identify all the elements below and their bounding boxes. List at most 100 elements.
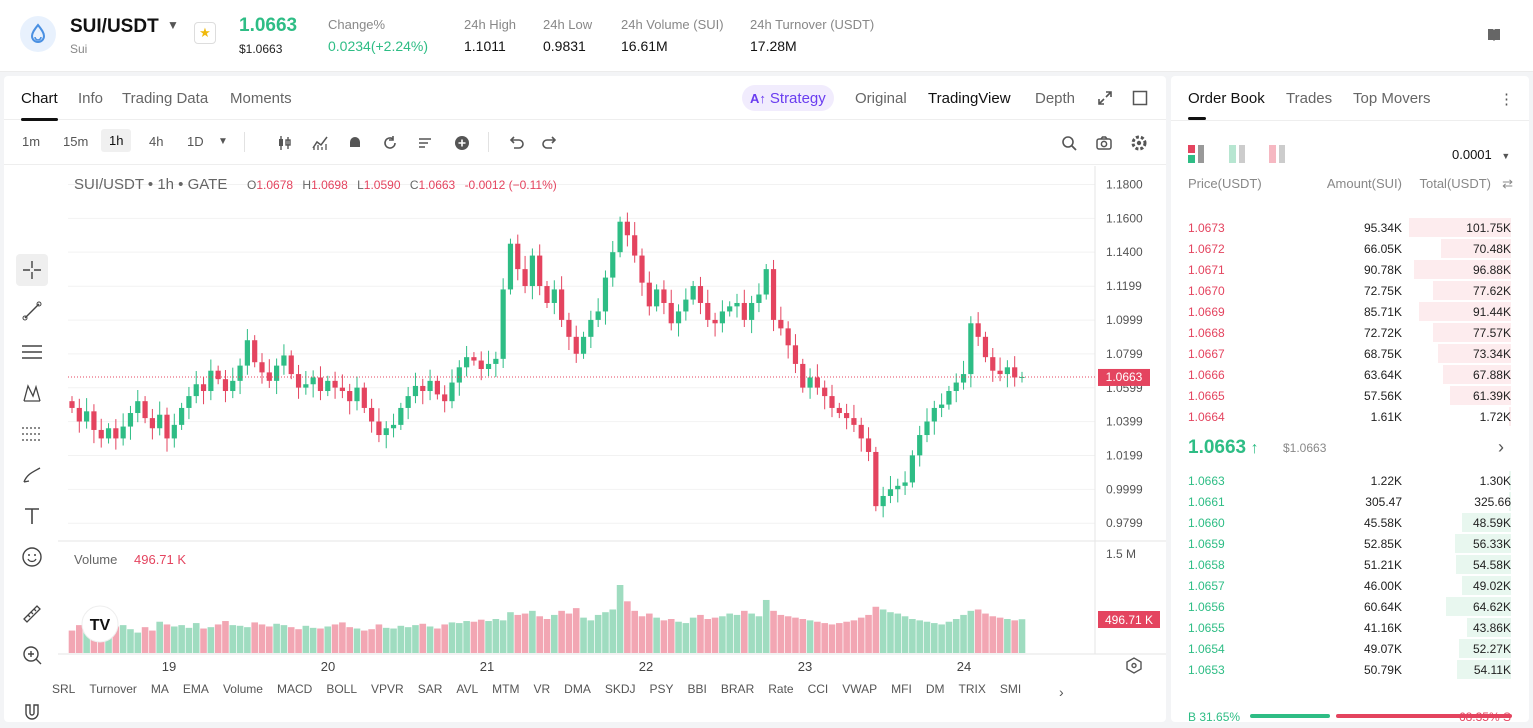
- text-icon[interactable]: [16, 500, 48, 532]
- camera-icon[interactable]: [1095, 134, 1113, 152]
- undo-icon[interactable]: [507, 134, 525, 152]
- book-icon[interactable]: [1486, 27, 1502, 43]
- crosshair-icon[interactable]: [16, 254, 48, 286]
- indicator-dm[interactable]: DM: [926, 682, 945, 696]
- horizontal-lines-icon[interactable]: [16, 336, 48, 368]
- ask-row[interactable]: 1.0670 72.75K 77.62K: [1171, 280, 1529, 301]
- bid-row[interactable]: 1.0656 60.64K 64.62K: [1171, 596, 1529, 617]
- indicator-psy[interactable]: PSY: [650, 682, 674, 696]
- indicator-skdj[interactable]: SKDJ: [605, 682, 636, 696]
- indicator-ma[interactable]: MA: [151, 682, 169, 696]
- tab-chart[interactable]: Chart: [21, 90, 58, 107]
- precision-select[interactable]: 0.0001 ▼: [1452, 147, 1510, 162]
- ask-row[interactable]: 1.0665 57.56K 61.39K: [1171, 385, 1529, 406]
- bid-row[interactable]: 1.0661 305.47 325.66: [1171, 491, 1529, 512]
- tab-trading-data[interactable]: Trading Data: [122, 90, 208, 107]
- view-tradingview[interactable]: TradingView: [928, 90, 1011, 107]
- tab-info[interactable]: Info: [78, 90, 103, 107]
- timeframe-1h[interactable]: 1h: [101, 129, 131, 152]
- chevron-right-icon[interactable]: ›: [1498, 437, 1504, 458]
- ask-row[interactable]: 1.0667 68.75K 73.34K: [1171, 343, 1529, 364]
- timeframe-1m[interactable]: 1m: [22, 134, 40, 149]
- indicator-boll[interactable]: BOLL: [326, 682, 357, 696]
- favorite-star-icon[interactable]: ★: [194, 22, 216, 44]
- view-asks-icon[interactable]: [1269, 145, 1289, 168]
- tab-order-book[interactable]: Order Book: [1188, 90, 1265, 107]
- magnet-icon[interactable]: [16, 696, 48, 728]
- indicator-cci[interactable]: CCI: [808, 682, 829, 696]
- gear-icon[interactable]: [1130, 134, 1148, 152]
- view-both-icon[interactable]: [1188, 145, 1208, 168]
- indicator-macd[interactable]: MACD: [277, 682, 312, 696]
- fib-icon[interactable]: [16, 418, 48, 450]
- ask-row[interactable]: 1.0669 85.71K 91.44K: [1171, 301, 1529, 322]
- indicator-avl[interactable]: AVL: [456, 682, 478, 696]
- replay-icon[interactable]: [381, 134, 399, 152]
- bid-row[interactable]: 1.0657 46.00K 49.02K: [1171, 575, 1529, 596]
- ruler-icon[interactable]: [16, 598, 48, 630]
- template-icon[interactable]: [416, 134, 434, 152]
- zoom-in-icon[interactable]: [16, 639, 48, 671]
- ask-row[interactable]: 1.0664 1.61K 1.72K: [1171, 406, 1529, 427]
- chevron-right-icon[interactable]: ›: [1059, 684, 1064, 700]
- indicator-dma[interactable]: DMA: [564, 682, 591, 696]
- indicator-mfi[interactable]: MFI: [891, 682, 912, 696]
- pair-selector[interactable]: SUI/USDT: [70, 16, 159, 38]
- indicators-icon[interactable]: [311, 134, 329, 152]
- candle-type-icon[interactable]: [276, 134, 294, 152]
- chevron-down-icon[interactable]: ▼: [167, 18, 179, 32]
- bid-row[interactable]: 1.0654 49.07K 52.27K: [1171, 638, 1529, 659]
- view-bids-icon[interactable]: [1229, 145, 1249, 168]
- bid-row[interactable]: 1.0653 50.79K 54.11K: [1171, 659, 1529, 680]
- indicator-smi[interactable]: SMI: [1000, 682, 1021, 696]
- emoji-icon[interactable]: [16, 541, 48, 573]
- swap-icon[interactable]: ⇄: [1502, 176, 1513, 192]
- price-chart[interactable]: 1.1800 1.1600 1.1400 1.1199 1.0999 1.0799 1.05…: [58, 166, 1166, 678]
- tab-moments[interactable]: Moments: [230, 90, 292, 107]
- tab-top-movers[interactable]: Top Movers: [1353, 90, 1431, 107]
- ask-row[interactable]: 1.0673 95.34K 101.75K: [1171, 217, 1529, 238]
- add-icon[interactable]: [453, 134, 471, 152]
- indicator-bbi[interactable]: BBI: [688, 682, 707, 696]
- row-amount: 1.61K: [1371, 410, 1402, 424]
- indicator-vpvr[interactable]: VPVR: [371, 682, 404, 696]
- ask-row[interactable]: 1.0668 72.72K 77.57K: [1171, 322, 1529, 343]
- ask-row[interactable]: 1.0666 63.64K 67.88K: [1171, 364, 1529, 385]
- bid-row[interactable]: 1.0658 51.21K 54.58K: [1171, 554, 1529, 575]
- more-vertical-icon[interactable]: ⋮: [1499, 90, 1514, 108]
- indicator-rate[interactable]: Rate: [768, 682, 793, 696]
- alert-icon[interactable]: [346, 134, 364, 152]
- indicator-vr[interactable]: VR: [534, 682, 551, 696]
- timeframe-1d[interactable]: 1D: [187, 134, 204, 149]
- brush-icon[interactable]: [16, 459, 48, 491]
- indicator-vwap[interactable]: VWAP: [842, 682, 877, 696]
- view-original[interactable]: Original: [855, 90, 907, 107]
- search-icon[interactable]: [1060, 134, 1078, 152]
- ask-row[interactable]: 1.0671 90.78K 96.88K: [1171, 259, 1529, 280]
- indicator-brar[interactable]: BRAR: [721, 682, 754, 696]
- timeframe-15m[interactable]: 15m: [63, 134, 88, 149]
- strategy-button[interactable]: A↑ Strategy: [742, 85, 834, 111]
- redo-icon[interactable]: [541, 134, 559, 152]
- chevron-down-icon[interactable]: ▼: [218, 136, 228, 147]
- indicator-srl[interactable]: SRL: [52, 682, 75, 696]
- bid-row[interactable]: 1.0659 52.85K 56.33K: [1171, 533, 1529, 554]
- bid-row[interactable]: 1.0660 45.58K 48.59K: [1171, 512, 1529, 533]
- bid-row[interactable]: 1.0655 41.16K 43.86K: [1171, 617, 1529, 638]
- window-icon[interactable]: [1132, 90, 1148, 111]
- indicator-trix[interactable]: TRIX: [959, 682, 986, 696]
- tab-trades[interactable]: Trades: [1286, 90, 1332, 107]
- price-tick: 1.1800: [1106, 177, 1143, 191]
- indicator-volume[interactable]: Volume: [223, 682, 263, 696]
- indicator-turnover[interactable]: Turnover: [89, 682, 137, 696]
- ask-row[interactable]: 1.0672 66.05K 70.48K: [1171, 238, 1529, 259]
- trend-line-icon[interactable]: [16, 295, 48, 327]
- indicator-ema[interactable]: EMA: [183, 682, 209, 696]
- indicator-mtm[interactable]: MTM: [492, 682, 519, 696]
- timeframe-4h[interactable]: 4h: [149, 134, 163, 149]
- pattern-icon[interactable]: [16, 377, 48, 409]
- indicator-sar[interactable]: SAR: [418, 682, 443, 696]
- bid-row[interactable]: 1.0663 1.22K 1.30K: [1171, 470, 1529, 491]
- view-depth[interactable]: Depth: [1035, 90, 1075, 107]
- expand-icon[interactable]: [1097, 90, 1113, 111]
